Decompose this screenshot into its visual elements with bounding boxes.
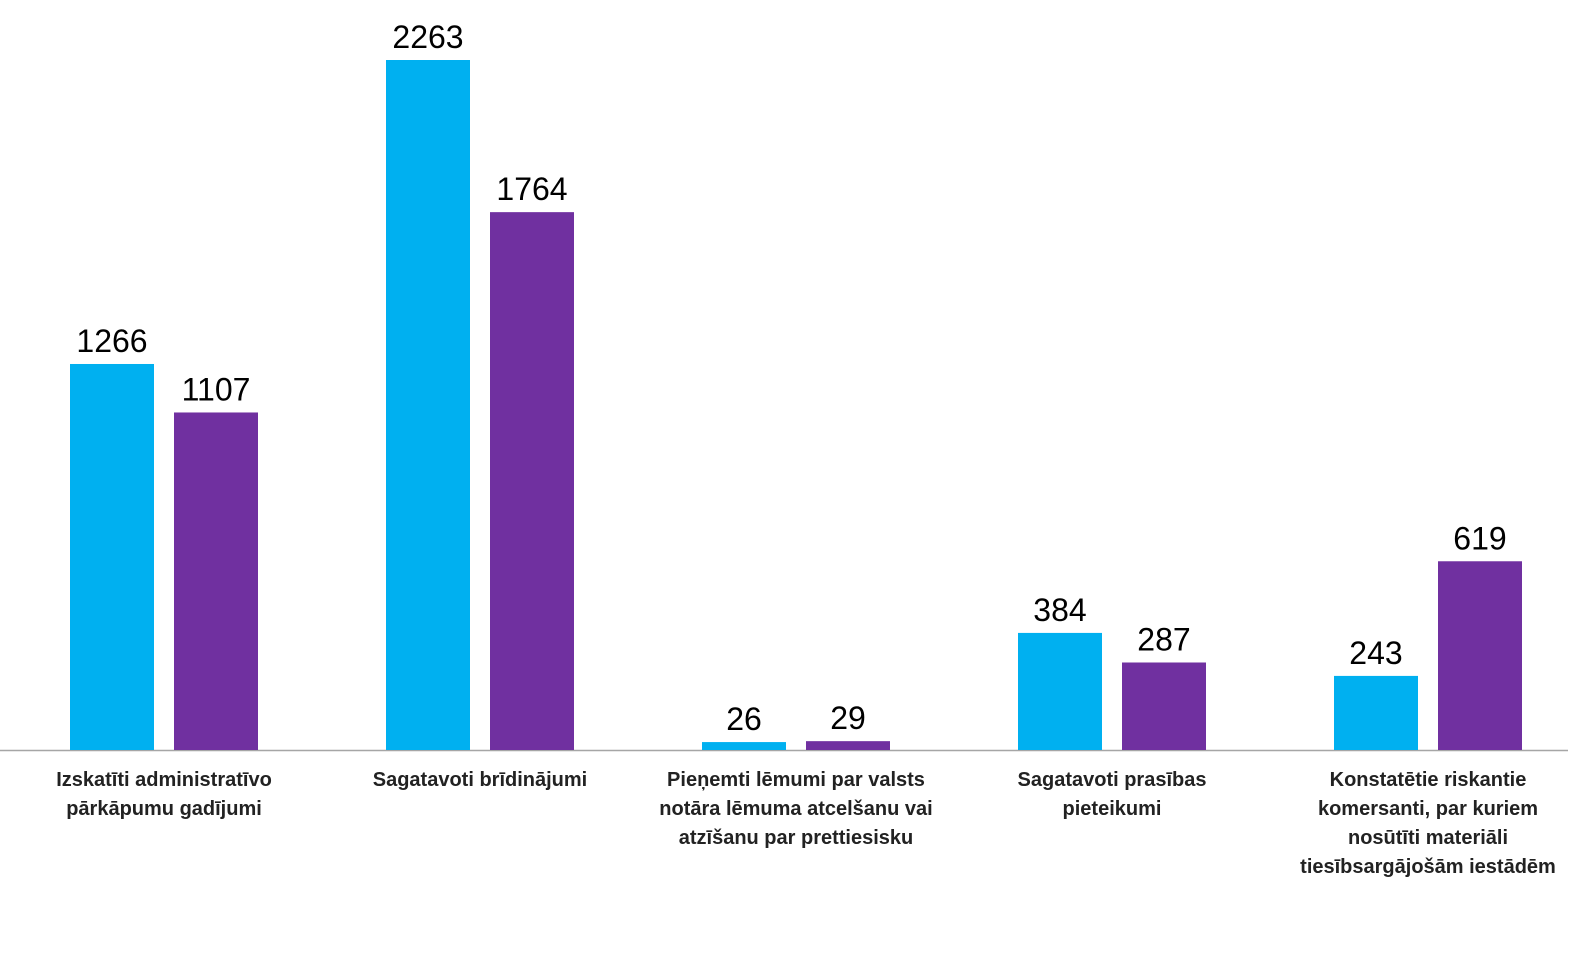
bar [70, 363, 154, 750]
x-tick-label: Izskatīti administratīvo pārkāpumu gadīj… [56, 769, 272, 820]
bar [386, 60, 470, 750]
value-label: 1764 [496, 171, 567, 207]
bar [490, 212, 574, 751]
value-label: 243 [1349, 635, 1402, 671]
x-tick-label: Sagatavoti brīdinājumi [372, 769, 588, 791]
bar [806, 741, 890, 750]
value-label: 26 [726, 701, 762, 737]
value-label: 384 [1033, 592, 1086, 628]
x-tick-label: Konstatētie riskantie komersanti, par ku… [1300, 769, 1556, 878]
value-label: 29 [830, 700, 866, 736]
value-label: 1266 [76, 323, 147, 359]
bar [1438, 561, 1522, 750]
value-label: 619 [1453, 520, 1506, 556]
value-label: 2263 [392, 19, 463, 55]
bar [1018, 632, 1102, 750]
value-label: 287 [1137, 621, 1190, 657]
bar [702, 742, 786, 750]
x-tick-label: Pieņemti lēmumi par valsts notāra lēmuma… [659, 769, 933, 849]
bar [1334, 675, 1418, 750]
bar [174, 412, 258, 750]
value-label: 1107 [182, 371, 251, 407]
x-tick-label: Sagatavoti prasības pieteikumi [1017, 769, 1207, 820]
bar [1122, 662, 1206, 750]
